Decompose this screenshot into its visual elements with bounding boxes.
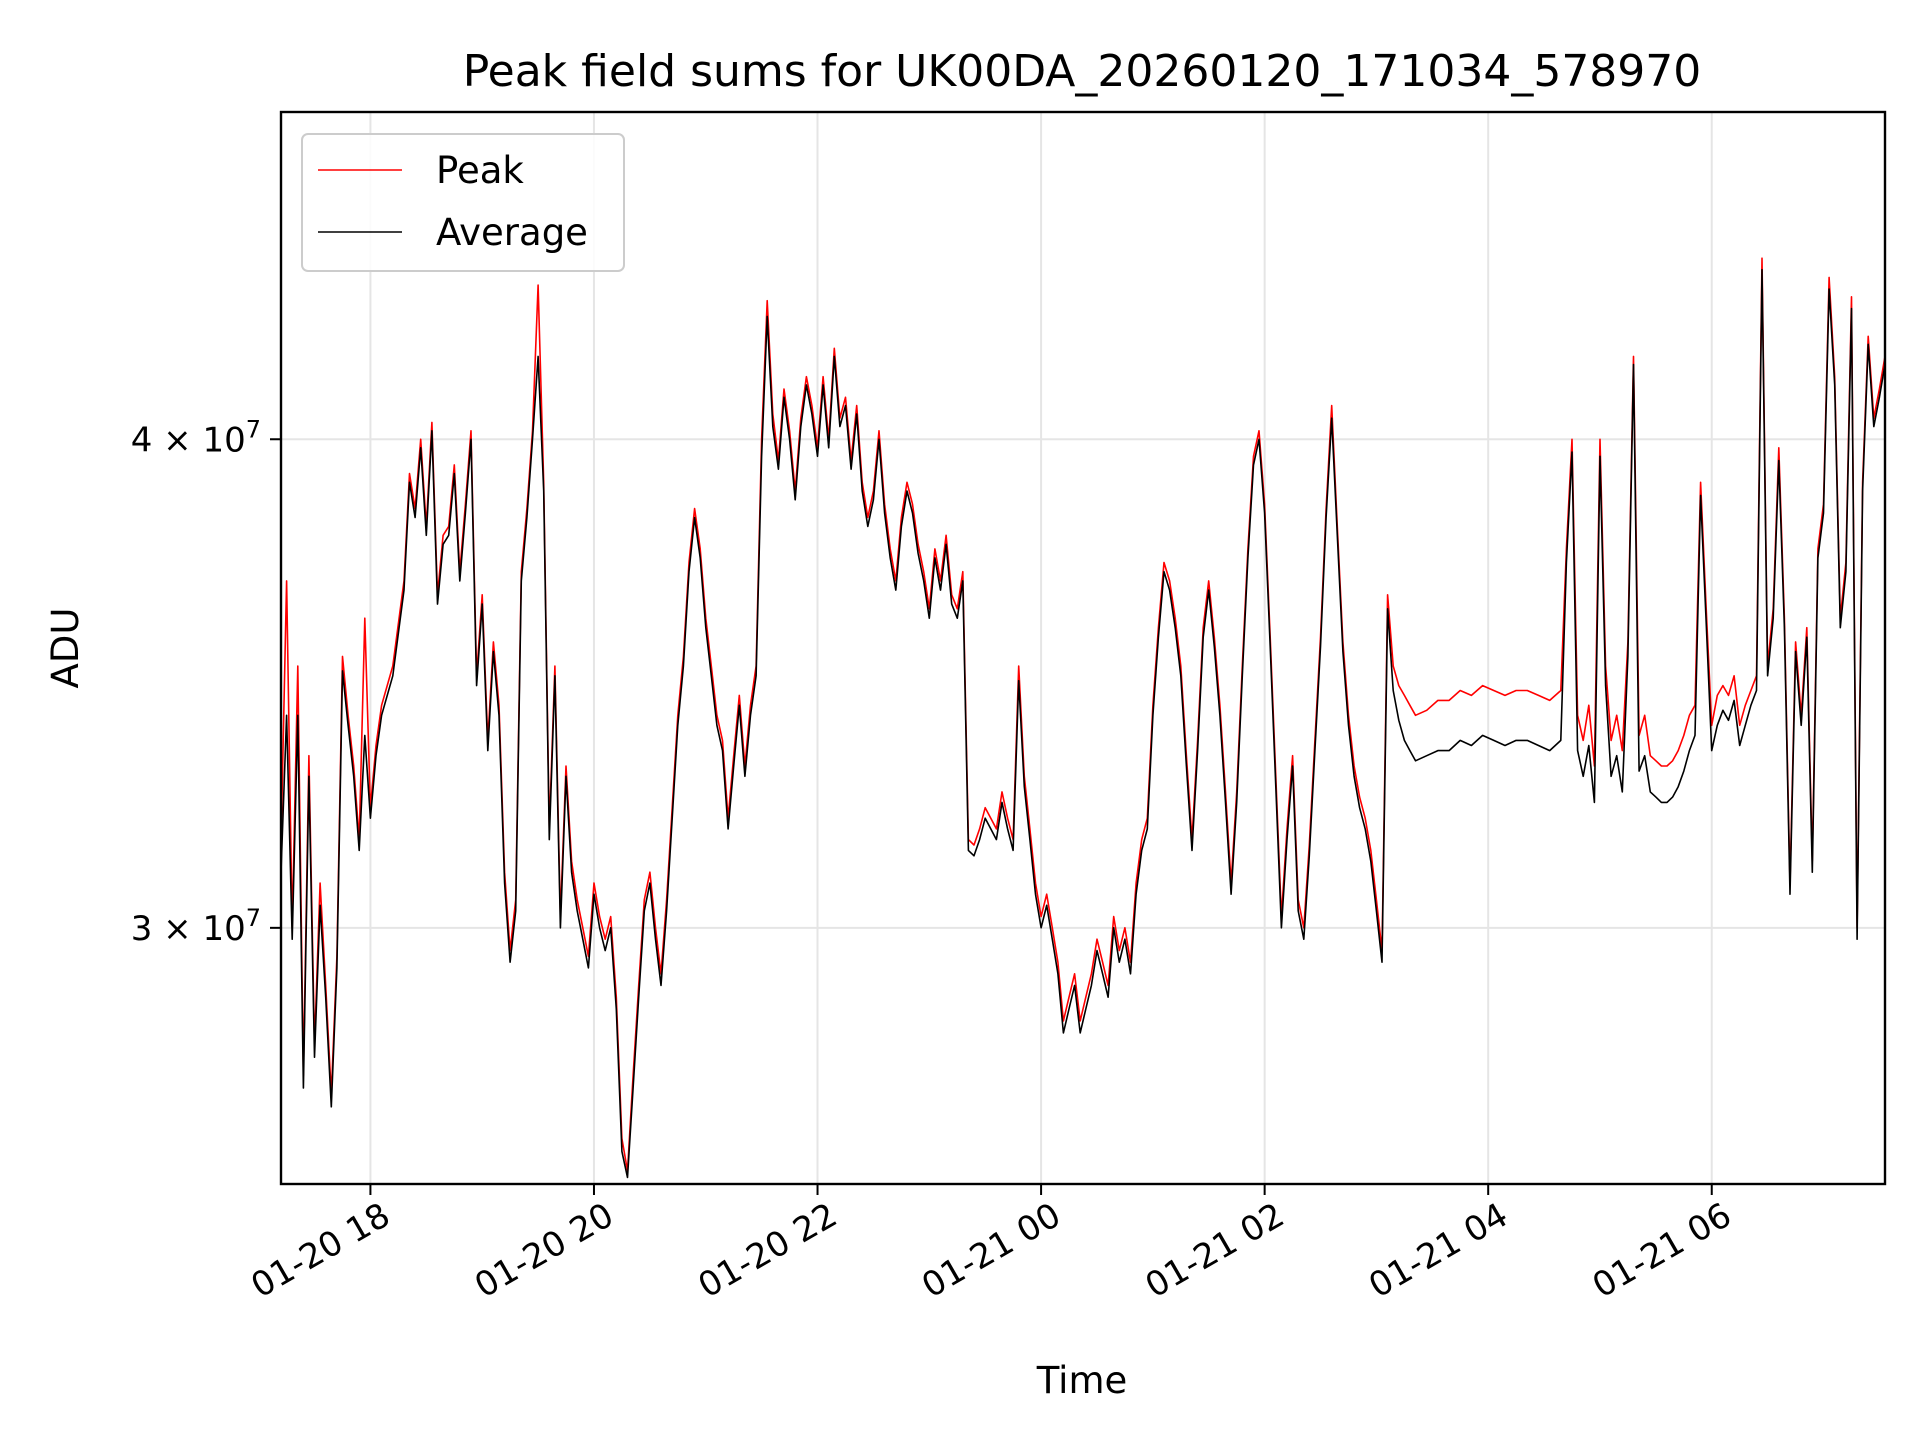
y-tick-label: 3 × 107: [131, 904, 261, 949]
plot-frame: [279, 110, 1887, 1186]
chart-title: Peak field sums for UK00DA_20260120_1710…: [463, 46, 1702, 97]
gridlines: [281, 112, 1885, 1184]
y-axis-ticks: 3 × 107 4 × 107: [131, 415, 281, 949]
legend-label-peak: Peak: [436, 149, 524, 192]
series-lines: [280, 257, 1886, 1179]
x-axis-title: Time: [1036, 1359, 1128, 1402]
legend: Peak Average: [301, 133, 625, 272]
y-axis-title: ADU: [44, 608, 87, 689]
legend-box: [301, 133, 625, 272]
series-line-average: [280, 268, 1886, 1179]
legend-label-average: Average: [436, 211, 588, 254]
y-tick-label: 4 × 107: [131, 415, 261, 460]
